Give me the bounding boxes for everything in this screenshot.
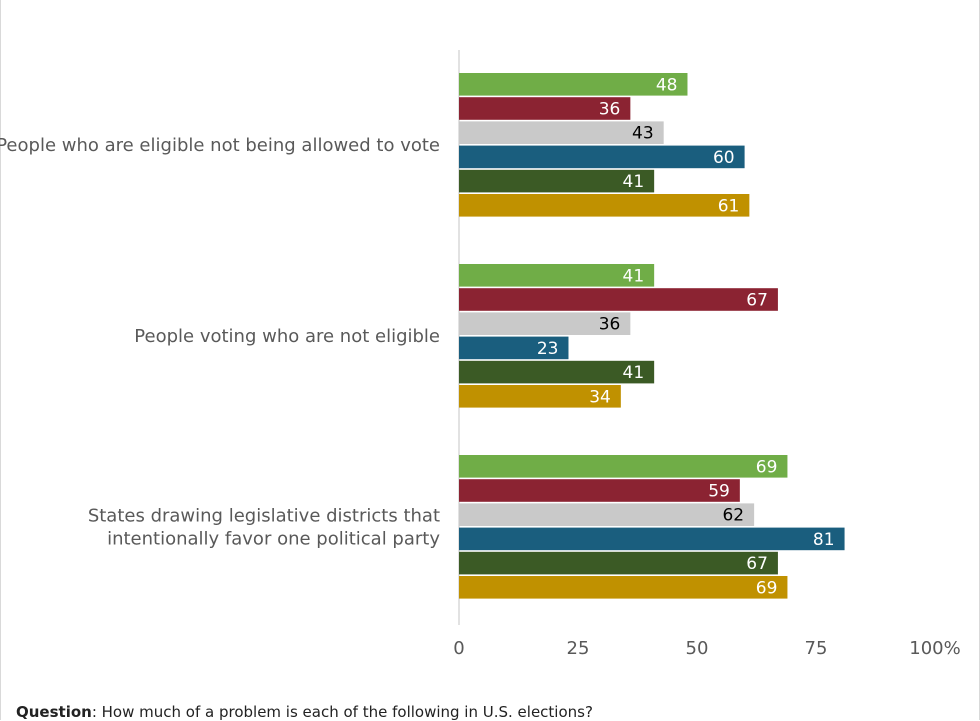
bar-value-label: 41 (623, 363, 645, 383)
x-tick-label: 75 (805, 638, 828, 659)
x-tick-label: 50 (686, 638, 709, 659)
bar-1-3 (459, 121, 664, 144)
category-label: States drawing legislative districts tha… (88, 505, 440, 526)
question-label: Question (16, 703, 92, 721)
bar-value-label: 81 (813, 530, 835, 550)
bar-value-label: 41 (623, 172, 645, 192)
bar-2-5 (459, 360, 655, 384)
bar-value-label: 67 (746, 554, 768, 574)
x-tick-label: 0 (453, 638, 464, 659)
bar-1-2 (459, 97, 631, 120)
bar-3-2 (459, 479, 740, 502)
category-label: People who are eligible not being allowe… (0, 135, 440, 156)
bar-1-5 (459, 169, 655, 193)
bar-value-label: 59 (708, 482, 730, 502)
bar-value-label: 60 (713, 148, 735, 168)
bar-2-1 (459, 264, 655, 287)
bar-value-label: 41 (623, 266, 645, 286)
question-text: : How much of a problem is each of the f… (91, 703, 593, 721)
x-tick-label: 25 (567, 638, 590, 659)
bar-value-label: 23 (537, 339, 559, 359)
bar-2-3 (459, 312, 631, 335)
bar-value-label: 48 (656, 75, 678, 95)
bar-3-3 (459, 503, 755, 526)
bar-value-label: 62 (722, 506, 744, 526)
bar-value-label: 43 (632, 124, 654, 144)
category-label: intentionally favor one political party (107, 528, 440, 549)
bar-3-1 (459, 455, 788, 478)
bar-value-label: 69 (756, 578, 778, 598)
bar-1-1 (459, 73, 688, 96)
question-footnote: Question: How much of a problem is each … (16, 703, 593, 721)
bar-value-label: 36 (599, 100, 621, 120)
bar-3-4 (459, 527, 845, 551)
bar-1-6 (459, 194, 750, 217)
category-label: People voting who are not eligible (134, 326, 440, 347)
bar-value-label: 34 (589, 387, 611, 407)
x-tick-label: 100% (909, 638, 960, 659)
bar-1-4 (459, 145, 745, 169)
bar-chart: 48 36 43 60 41 61 People who are eligible not … (0, 50, 961, 659)
bar-value-label: 67 (746, 291, 768, 311)
bar-2-4 (459, 336, 569, 360)
bar-3-5 (459, 551, 778, 575)
bar-3-6 (459, 576, 788, 599)
bar-value-label: 61 (718, 196, 740, 216)
bar-2-6 (459, 385, 621, 408)
bar-value-label: 69 (756, 457, 778, 477)
bar-value-label: 36 (599, 315, 621, 335)
bar-2-2 (459, 288, 778, 311)
